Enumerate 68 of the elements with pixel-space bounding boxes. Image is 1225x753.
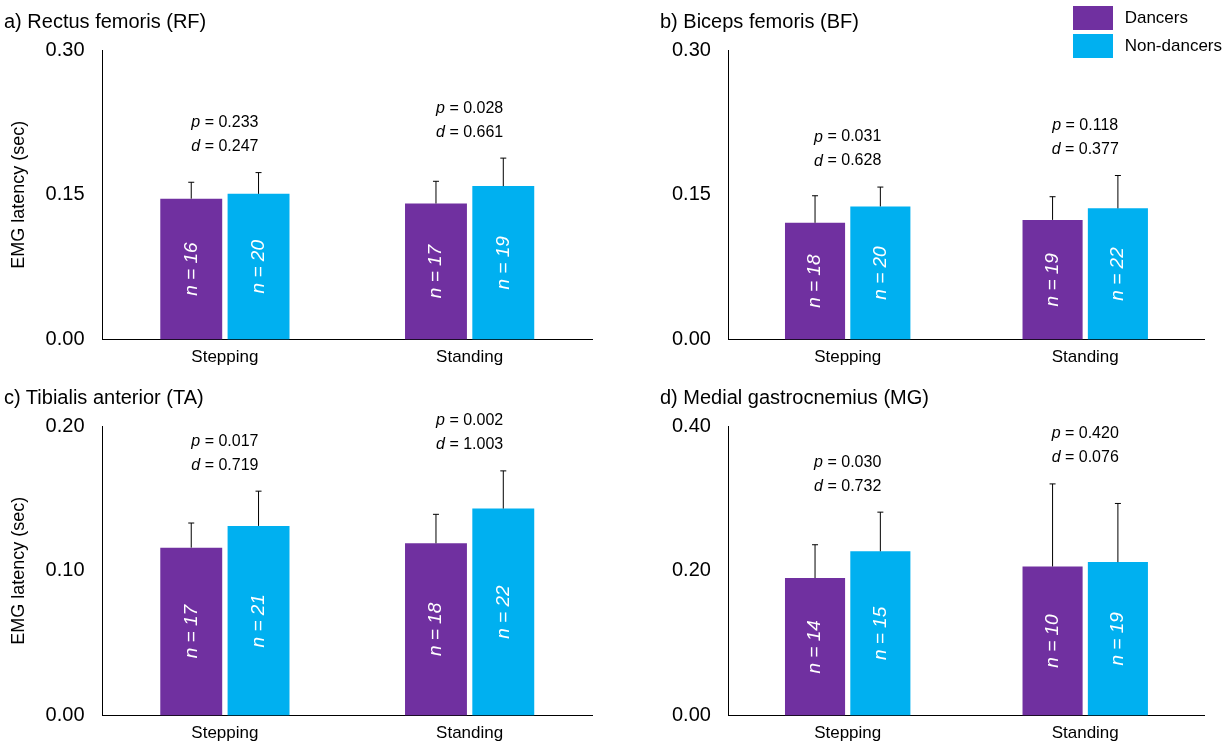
y-tick-label: 0.30	[671, 37, 711, 60]
legend-label: Non-dancers	[1124, 36, 1222, 56]
annotation: n = 20	[246, 239, 268, 294]
y-axis-title: EMG latency (sec)	[7, 120, 28, 269]
annotation: n = 19	[1040, 252, 1062, 307]
bar	[405, 543, 467, 716]
chart-title: d) Medial gastrocnemius (MG)	[660, 385, 929, 408]
bar	[227, 525, 290, 716]
annotation: d = 0.377	[1051, 139, 1119, 157]
y-tick-label: 0.00	[671, 327, 711, 350]
x-tick-label: Standing	[436, 347, 504, 367]
annotation: n = 19	[491, 235, 513, 290]
y-tick-label: 0.00	[671, 703, 711, 726]
x-tick-label: Stepping	[191, 347, 259, 367]
annotation: d = 0.719	[191, 455, 259, 473]
bar	[1022, 566, 1083, 716]
annotation: d = 0.076	[1051, 448, 1119, 466]
annotation: d = 0.247	[191, 137, 259, 155]
annotation: p = 0.002	[435, 411, 504, 429]
annotation: p = 0.420	[1050, 424, 1119, 442]
x-tick-label: Standing	[1051, 347, 1119, 367]
annotation: n = 18	[803, 254, 825, 308]
y-tick-label: 0.00	[45, 703, 85, 726]
y-tick-label: 0.00	[45, 327, 85, 350]
annotation: d = 0.628	[814, 151, 882, 169]
bar	[1087, 562, 1148, 716]
bar	[160, 547, 223, 716]
annotation: d = 0.661	[436, 122, 504, 140]
y-tick-label: 0.20	[671, 558, 711, 581]
chart-title: b) Biceps femoris (BF)	[660, 9, 859, 32]
bar	[784, 578, 846, 716]
annotation: n = 15	[868, 606, 890, 661]
annotation: p = 0.028	[435, 98, 504, 116]
y-tick-label: 0.15	[45, 182, 85, 205]
x-tick-label: Stepping	[814, 347, 882, 367]
y-tick-label: 0.30	[45, 37, 85, 60]
bar	[850, 551, 911, 716]
x-tick-label: Standing	[1051, 723, 1119, 743]
annotation: p = 0.031	[813, 127, 882, 145]
y-tick-label: 0.15	[671, 182, 711, 205]
y-tick-label: 0.10	[45, 558, 85, 581]
annotation: p = 0.017	[190, 431, 259, 449]
annotation: n = 17	[424, 243, 446, 299]
annotation: n = 19	[1106, 611, 1128, 666]
x-tick-label: Stepping	[191, 723, 259, 743]
annotation: d = 0.732	[814, 476, 882, 494]
annotation: n = 22	[491, 584, 513, 639]
y-tick-label: 0.20	[45, 413, 85, 436]
annotation: n = 21	[246, 594, 268, 648]
annotation: d = 1.003	[436, 435, 504, 453]
x-tick-label: Stepping	[814, 723, 882, 743]
y-tick-label: 0.40	[671, 413, 711, 436]
bar	[472, 508, 535, 716]
annotation: n = 22	[1106, 246, 1128, 301]
x-tick-label: Standing	[436, 723, 504, 743]
annotation: n = 18	[424, 602, 446, 657]
annotation: p = 0.118	[1051, 115, 1119, 133]
annotation: n = 16	[179, 242, 201, 296]
annotation: n = 20	[868, 245, 890, 300]
annotation: p = 0.030	[813, 452, 882, 470]
annotation: p = 0.233	[190, 113, 259, 131]
annotation: n = 17	[179, 603, 201, 659]
legend-label: Dancers	[1124, 8, 1188, 28]
chart-title: a) Rectus femoris (RF)	[4, 9, 207, 32]
annotation: n = 14	[803, 620, 825, 674]
annotation: n = 10	[1040, 613, 1062, 668]
y-axis-title: EMG latency (sec)	[7, 496, 28, 645]
chart-title: c) Tibialis anterior (TA)	[4, 385, 204, 408]
